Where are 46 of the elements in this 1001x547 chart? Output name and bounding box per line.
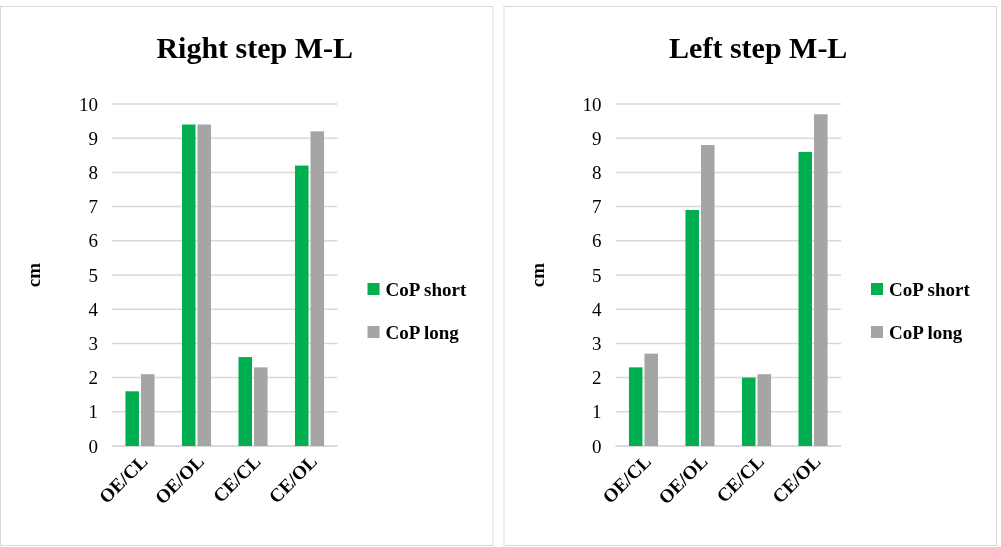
bar (181, 124, 196, 446)
chart-title: Right step M-L (156, 31, 354, 64)
y-tick-label: 8 (88, 162, 98, 184)
y-tick-label: 4 (88, 298, 99, 320)
y-tick-label: 6 (592, 230, 602, 252)
bar (254, 367, 268, 446)
bar (238, 357, 253, 446)
y-tick-label: 1 (88, 401, 98, 423)
bar (741, 377, 756, 446)
y-tick-label: 5 (592, 264, 602, 286)
y-tick-label: 9 (88, 127, 98, 149)
y-tick-label: 9 (592, 127, 602, 149)
bar (644, 353, 659, 446)
bar (814, 114, 828, 446)
y-tick-label: 10 (582, 93, 602, 115)
y-tick-label: 1 (592, 401, 602, 423)
legend-label: CoP short (889, 278, 971, 300)
legend-label: CoP short (385, 278, 467, 300)
bar (140, 374, 155, 446)
y-tick-label: 5 (88, 264, 98, 286)
y-tick-label: 2 (88, 367, 98, 389)
bar (757, 374, 772, 446)
bar (700, 145, 715, 446)
y-tick-label: 8 (592, 162, 602, 184)
y-tick-label: 0 (88, 435, 98, 457)
chart-title: Left step M-L (669, 31, 848, 64)
legend-label: CoP long (889, 321, 963, 343)
y-tick-label: 3 (592, 333, 602, 355)
bar (685, 210, 699, 446)
bar (628, 367, 643, 446)
y-tick-label: 7 (592, 196, 602, 218)
y-axis-title: cm (23, 262, 44, 288)
y-axis-title: cm (526, 262, 548, 288)
y-tick-label: 7 (88, 196, 98, 218)
bar (798, 151, 813, 446)
bar (125, 391, 139, 446)
y-tick-label: 3 (88, 333, 98, 355)
bar (197, 124, 212, 446)
bar (310, 131, 325, 446)
bar (294, 165, 309, 446)
y-tick-label: 10 (79, 93, 98, 115)
legend-label: CoP long (385, 321, 460, 343)
y-tick-label: 6 (88, 230, 98, 252)
y-tick-label: 4 (592, 298, 602, 320)
y-tick-label: 2 (592, 367, 602, 389)
y-tick-label: 0 (592, 435, 602, 457)
